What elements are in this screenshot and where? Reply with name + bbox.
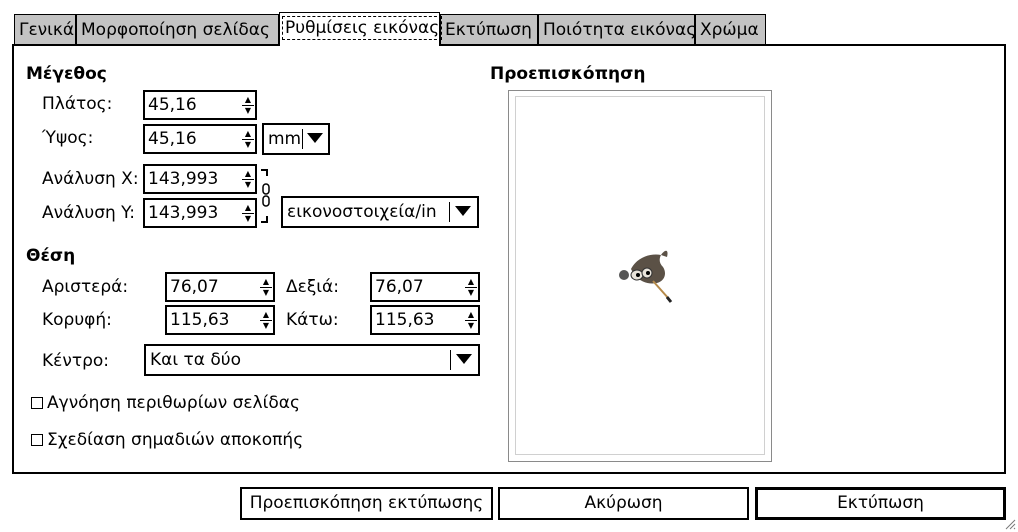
bottom-spinbox[interactable]: 115,63 ▲ ▼	[370, 305, 480, 335]
width-value: 45,16	[148, 95, 197, 115]
tab-image-settings[interactable]: Ρυθμίσεις εικόνας	[279, 12, 443, 46]
tab-label: Εκτύπωση	[445, 20, 532, 40]
gimp-logo-icon	[619, 250, 673, 303]
cancel-button[interactable]: Ακύρωση	[498, 487, 749, 520]
tab-page-setup[interactable]: Μορφοποίηση σελίδας	[76, 14, 279, 44]
resolution-x-stepper-icon[interactable]: ▲ ▼	[242, 168, 254, 190]
right-value: 76,07	[375, 277, 424, 297]
width-label: Πλάτος:	[42, 94, 113, 114]
right-label: Δεξιά:	[286, 277, 339, 297]
top-stepper-icon[interactable]: ▲ ▼	[260, 309, 272, 331]
height-label: Ύψος:	[42, 128, 94, 148]
tab-color[interactable]: Χρώμα	[695, 14, 766, 44]
resolution-x-value: 143,993	[148, 169, 219, 189]
bottom-value: 115,63	[375, 310, 435, 330]
size-section-title: Μέγεθος	[26, 64, 107, 84]
left-label: Αριστερά:	[42, 277, 129, 297]
tab-label: Χρώμα	[700, 20, 759, 40]
combo-separator	[450, 350, 451, 370]
crop-marks-checkbox[interactable]	[31, 434, 43, 446]
print-preview-button[interactable]: Προεπισκόπηση εκτύπωσης	[240, 487, 493, 520]
left-stepper-icon[interactable]: ▲ ▼	[260, 276, 272, 298]
combo-separator	[449, 202, 450, 222]
tab-label: Ποιότητα εικόνας	[543, 20, 697, 40]
left-spinbox[interactable]: 76,07 ▲ ▼	[165, 272, 275, 302]
center-label: Κέντρο:	[42, 351, 109, 371]
resolution-unit-combo[interactable]: εικονοστοιχεία/in	[281, 196, 479, 228]
size-unit-value: mm	[268, 129, 302, 149]
chain-link-icon[interactable]	[258, 168, 272, 224]
tab-image-quality[interactable]: Ποιότητα εικόνας	[538, 14, 697, 44]
center-combo[interactable]: Και τα δύο	[144, 344, 480, 376]
top-spinbox[interactable]: 115,63 ▲ ▼	[165, 305, 275, 335]
center-value: Και τα δύο	[150, 350, 241, 370]
preview-area[interactable]	[508, 90, 772, 462]
print-button[interactable]: Εκτύπωση	[755, 487, 1006, 520]
height-stepper-icon[interactable]: ▲ ▼	[242, 128, 254, 150]
resolution-x-spinbox[interactable]: 143,993 ▲ ▼	[143, 164, 257, 194]
resolution-y-label: Ανάλυση Y:	[42, 203, 136, 223]
resolution-unit-value: εικονοστοιχεία/in	[287, 202, 437, 222]
resolution-y-spinbox[interactable]: 143,993 ▲ ▼	[143, 198, 257, 228]
width-stepper-icon[interactable]: ▲ ▼	[242, 94, 254, 116]
bottom-stepper-icon[interactable]: ▲ ▼	[465, 309, 477, 331]
left-value: 76,07	[170, 277, 219, 297]
size-unit-combo[interactable]: mm	[262, 123, 330, 155]
resolution-x-label: Ανάλυση X:	[42, 169, 139, 189]
tab-label: Μορφοποίηση σελίδας	[81, 20, 270, 40]
tab-print[interactable]: Εκτύπωση	[440, 14, 538, 44]
resolution-y-value: 143,993	[148, 203, 219, 223]
chevron-down-icon	[456, 354, 472, 364]
preview-page	[515, 96, 765, 455]
image-settings-panel: Μέγεθος Πλάτος: 45,16 ▲ ▼ Ύψος: 45,16 ▲ ▼ …	[12, 44, 1006, 474]
preview-title: Προεπισκόπηση	[490, 64, 646, 84]
height-spinbox[interactable]: 45,16 ▲ ▼	[143, 124, 257, 154]
right-spinbox[interactable]: 76,07 ▲ ▼	[370, 272, 480, 302]
top-value: 115,63	[170, 310, 230, 330]
chevron-down-icon	[307, 133, 323, 143]
bottom-label: Κάτω:	[286, 310, 339, 330]
resize-grip-icon[interactable]	[1004, 518, 1016, 530]
width-spinbox[interactable]: 45,16 ▲ ▼	[143, 90, 257, 120]
position-section-title: Θέση	[26, 246, 76, 266]
chevron-down-icon	[455, 206, 471, 216]
combo-separator	[302, 129, 303, 149]
tab-label: Γενικά	[19, 20, 75, 40]
ignore-margins-label[interactable]: Αγνόηση περιθωρίων σελίδας	[47, 393, 300, 413]
top-label: Κορυφή:	[42, 310, 112, 330]
right-stepper-icon[interactable]: ▲ ▼	[465, 276, 477, 298]
ignore-margins-checkbox[interactable]	[31, 397, 43, 409]
tab-label: Ρυθμίσεις εικόνας	[281, 16, 443, 40]
tab-general[interactable]: Γενικά	[14, 14, 76, 44]
resolution-y-stepper-icon[interactable]: ▲ ▼	[242, 202, 254, 224]
height-value: 45,16	[148, 129, 197, 149]
crop-marks-label[interactable]: Σχεδίαση σημαδιών αποκοπής	[47, 430, 304, 450]
